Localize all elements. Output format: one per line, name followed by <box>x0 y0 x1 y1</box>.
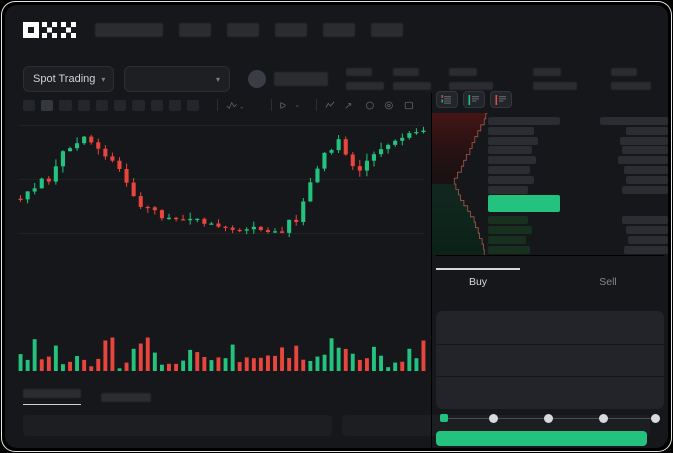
svg-text:⌄: ⌄ <box>239 103 244 110</box>
